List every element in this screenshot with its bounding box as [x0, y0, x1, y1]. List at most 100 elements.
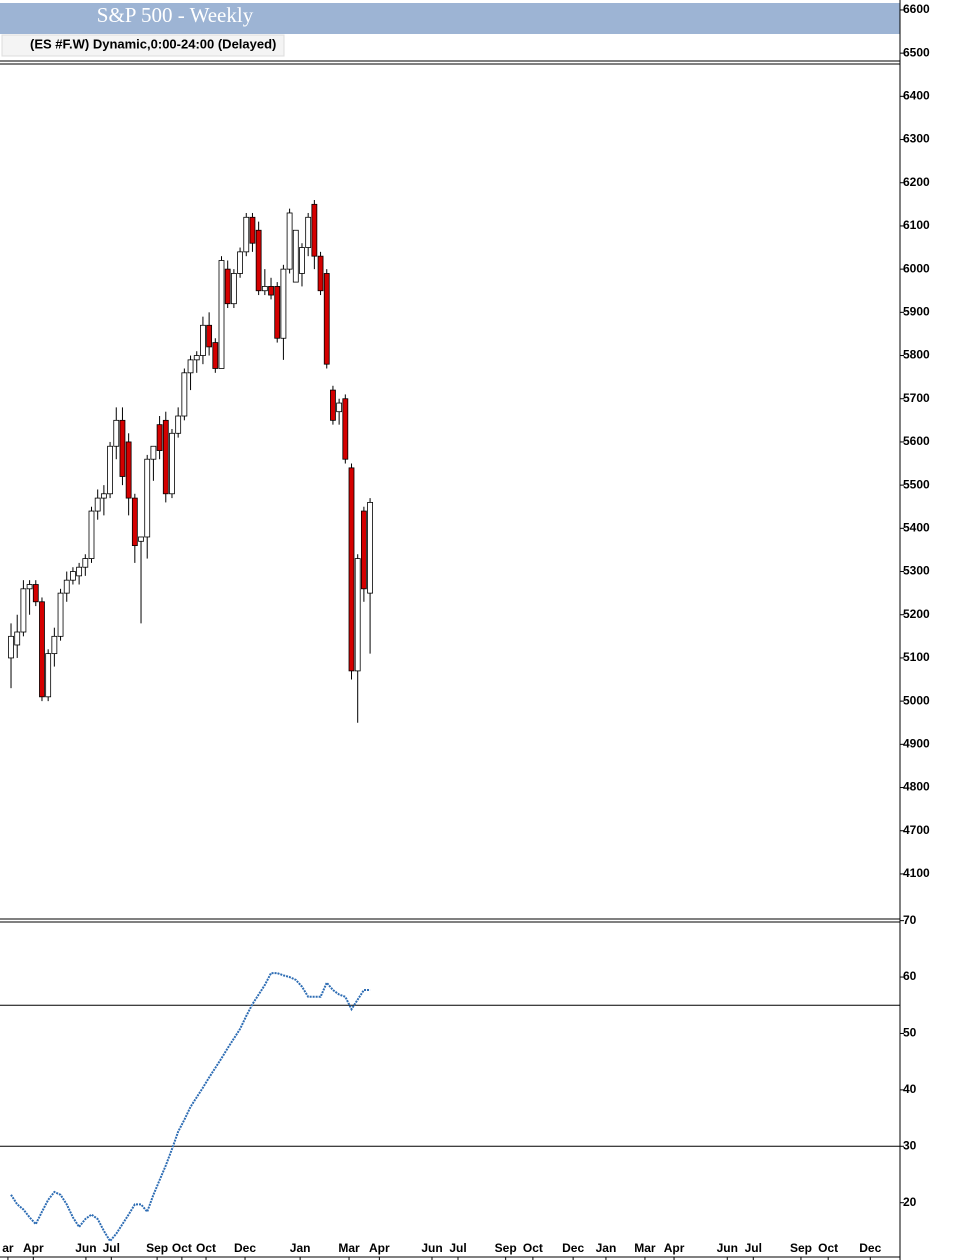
candle-body — [63, 579, 70, 594]
candle-body — [70, 571, 76, 581]
candle-body — [200, 324, 206, 356]
candle-body — [360, 510, 367, 590]
x-tick-label: Jul — [103, 1241, 120, 1255]
y-tick-label: 4800 — [903, 780, 930, 794]
candle-body — [8, 635, 14, 659]
candle-body — [156, 424, 163, 451]
y-tick-label: 5800 — [903, 348, 930, 362]
candle-body — [94, 497, 101, 512]
candle-body — [32, 584, 39, 603]
x-tick-label: ar — [2, 1241, 14, 1255]
y-tick-label: 4100 — [903, 866, 930, 880]
y-tick-label: 6300 — [903, 132, 930, 146]
candle-body — [119, 419, 126, 477]
y-tick-label: 5400 — [903, 521, 930, 535]
x-tick-label: Mar — [338, 1241, 360, 1255]
candle-body — [100, 493, 107, 499]
candle-body — [367, 502, 373, 594]
subtitle-box — [1, 34, 285, 57]
candle-body — [317, 255, 324, 292]
candle-body — [305, 216, 312, 248]
candle-body — [255, 229, 262, 292]
x-tick-label: Jul — [449, 1241, 466, 1255]
x-tick-label: Dec — [859, 1241, 881, 1255]
candle-body — [45, 653, 52, 698]
candle-body — [311, 203, 318, 257]
x-tick-label: Oct — [818, 1241, 838, 1255]
candle-body — [76, 566, 83, 577]
x-tick-label: Oct — [172, 1241, 192, 1255]
candle-body — [237, 251, 243, 274]
candle-body — [330, 389, 336, 421]
candle-body — [230, 273, 237, 305]
candle-body — [212, 342, 219, 369]
candle-body — [206, 324, 213, 348]
candle-body — [175, 415, 182, 434]
indicator-line — [10, 972, 371, 1243]
y-tick-label: 6000 — [903, 261, 930, 275]
x-tick-label: Sep — [790, 1241, 812, 1255]
candle-body — [292, 229, 299, 283]
candle-body — [138, 536, 144, 542]
chart-title: S&P 500 - Weekly — [97, 3, 254, 27]
y-tick-label: 5600 — [903, 434, 930, 448]
y-tick-label: 20 — [903, 1195, 917, 1209]
y-tick-label: 4700 — [903, 823, 930, 837]
candle-body — [354, 558, 361, 672]
candle-body — [336, 402, 343, 413]
y-tick-label: 5300 — [903, 564, 930, 578]
candle-body — [274, 286, 281, 339]
y-tick-label: 6600 — [903, 2, 930, 16]
candle-body — [131, 497, 138, 547]
x-tick-label: Sep — [146, 1241, 168, 1255]
y-tick-label: 6100 — [903, 218, 930, 232]
y-tick-label: 5500 — [903, 477, 930, 491]
x-tick-label: Apr — [664, 1241, 685, 1255]
candle-body — [249, 216, 256, 244]
candle-body — [150, 445, 157, 460]
candle-body — [261, 286, 268, 292]
candle-body — [107, 445, 113, 495]
x-tick-label: Jun — [75, 1241, 96, 1255]
y-tick-label: 60 — [903, 969, 917, 983]
candle-body — [26, 584, 33, 590]
candle-body — [82, 558, 89, 568]
candle-body — [193, 355, 200, 361]
x-tick-label: Apr — [23, 1241, 44, 1255]
candle-body — [286, 212, 293, 270]
candle-body — [348, 467, 355, 672]
x-tick-label: Dec — [562, 1241, 584, 1255]
candle-body — [51, 635, 58, 655]
candle-body — [218, 260, 225, 369]
candle-body — [299, 247, 305, 274]
y-tick-label: 4900 — [903, 737, 930, 751]
y-tick-label: 5100 — [903, 650, 930, 664]
candle-body — [39, 601, 45, 698]
y-tick-label: 40 — [903, 1082, 917, 1096]
x-tick-label: Dec — [234, 1241, 256, 1255]
y-tick-label: 30 — [903, 1138, 917, 1152]
x-tick-label: Mar — [634, 1241, 656, 1255]
y-tick-label: 5700 — [903, 391, 930, 405]
candle-body — [342, 398, 349, 460]
y-tick-label: 6500 — [903, 45, 930, 59]
candle-body — [169, 432, 175, 495]
candle-body — [20, 588, 27, 633]
candle-body — [125, 441, 132, 499]
x-tick-label: Sep — [495, 1241, 517, 1255]
candle-body — [144, 458, 151, 538]
candle-body — [57, 592, 64, 637]
candle-body — [268, 286, 274, 296]
x-tick-label: Jun — [421, 1241, 442, 1255]
x-tick-label: Oct — [523, 1241, 543, 1255]
x-tick-label: Jan — [596, 1241, 617, 1255]
candle-body — [187, 359, 194, 374]
candle-body — [280, 268, 287, 339]
candle-body — [162, 419, 169, 495]
y-tick-label: 6400 — [903, 89, 930, 103]
x-tick-label: Jun — [717, 1241, 738, 1255]
candle-body — [88, 510, 95, 559]
chart-subtitle: (ES #F.W) Dynamic,0:00-24:00 (Delayed) — [30, 36, 276, 51]
x-tick-label: Oct — [196, 1241, 216, 1255]
